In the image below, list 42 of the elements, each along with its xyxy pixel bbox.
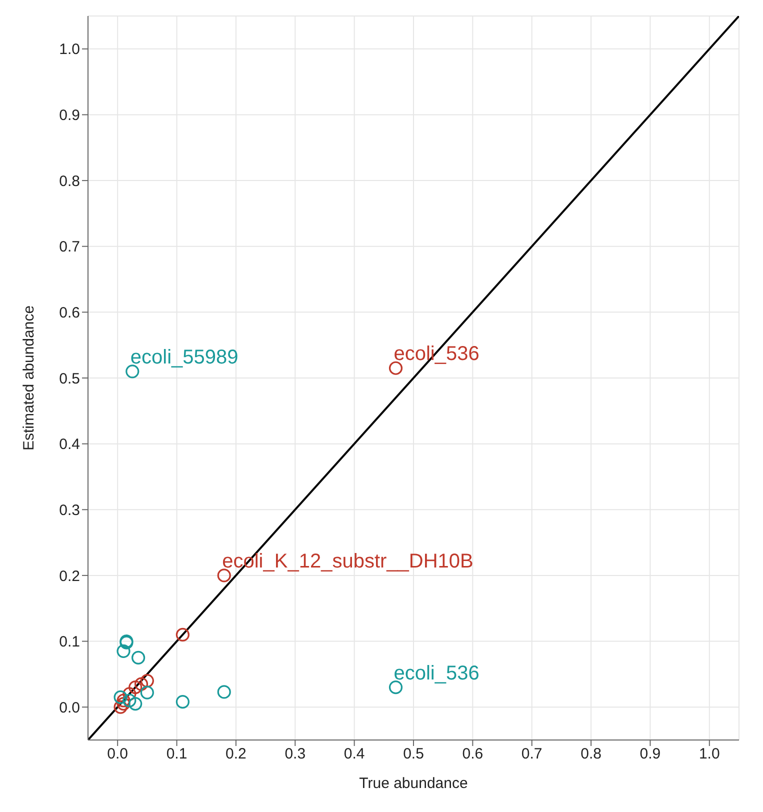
point bbox=[114, 700, 128, 714]
y-tick-label: 0.4 bbox=[59, 436, 80, 454]
x-axis-title: True abundance bbox=[359, 775, 468, 792]
point bbox=[132, 650, 146, 665]
x-tick-label: 0.6 bbox=[462, 746, 484, 763]
point bbox=[176, 695, 190, 709]
y-tick-label: 0.8 bbox=[59, 172, 80, 190]
point bbox=[140, 674, 154, 688]
x-tick-label: 0.5 bbox=[403, 746, 424, 763]
x-tick-label: 0.8 bbox=[580, 746, 602, 763]
y-tick-label: 0.0 bbox=[59, 699, 80, 716]
point bbox=[217, 685, 231, 699]
point bbox=[128, 697, 142, 711]
x-tick-label: 0.0 bbox=[107, 746, 128, 763]
y-tick-label: 0.1 bbox=[59, 634, 80, 651]
y-tick-label: 0.9 bbox=[59, 107, 80, 124]
point bbox=[116, 644, 130, 658]
y-tick-label: 0.7 bbox=[59, 238, 80, 256]
y-tick-label: 1.0 bbox=[59, 41, 80, 58]
x-tick-label: 0.4 bbox=[344, 746, 365, 763]
y-tick-label: 0.2 bbox=[59, 568, 80, 585]
point bbox=[128, 680, 142, 694]
y-tick-label: 0.6 bbox=[59, 304, 80, 322]
annotation: ecoli_536 bbox=[394, 662, 480, 684]
annotation: ecoli_55989 bbox=[130, 346, 238, 368]
y-axis-title: Estimated abundance bbox=[20, 305, 38, 451]
x-tick-label: 0.2 bbox=[226, 746, 246, 763]
point bbox=[134, 677, 148, 691]
point bbox=[176, 628, 190, 642]
x-tick-label: 0.3 bbox=[284, 746, 306, 763]
point bbox=[114, 690, 128, 704]
y-tick-label: 0.3 bbox=[59, 502, 80, 519]
y-tick-label: 0.5 bbox=[59, 370, 80, 388]
point bbox=[116, 697, 130, 711]
point bbox=[122, 687, 136, 701]
x-tick-label: 1.0 bbox=[698, 746, 720, 763]
x-tick-label: 0.9 bbox=[640, 746, 661, 763]
point bbox=[140, 686, 154, 700]
point bbox=[116, 694, 130, 708]
x-tick-label: 0.7 bbox=[521, 746, 542, 763]
x-tick-label: 0.1 bbox=[166, 746, 188, 763]
point bbox=[122, 694, 136, 708]
